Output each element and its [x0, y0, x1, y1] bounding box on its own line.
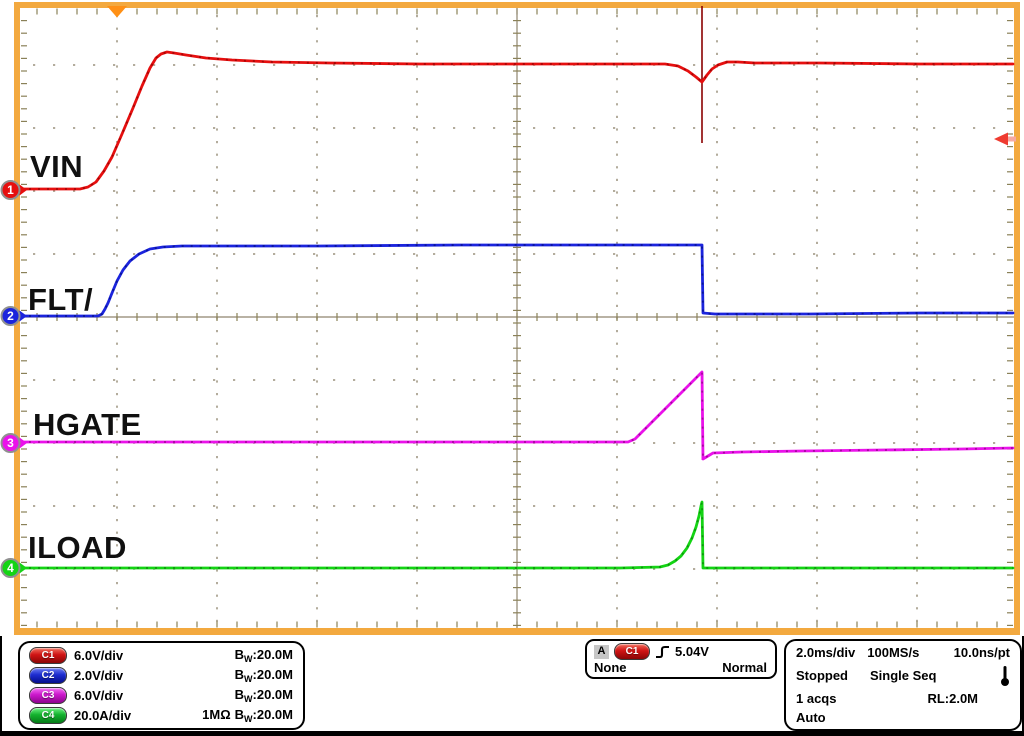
channel-label-c4: ILOAD: [28, 530, 127, 565]
channel-bandwidth-c1: BW:20.0M: [234, 646, 293, 664]
channel-bandwidth-c4: 1MΩ BW:20.0M: [202, 706, 293, 724]
trigger-position-marker[interactable]: [107, 6, 127, 18]
channel-settings-panel[interactable]: C1 6.0V/div BW:20.0M C2 2.0V/div BW:20.0…: [18, 641, 305, 730]
channel-bandwidth-c3: BW:20.0M: [234, 686, 293, 704]
channel-row-c4[interactable]: C4 20.0A/div 1MΩ BW:20.0M: [29, 707, 293, 724]
channel-badge-c3[interactable]: C3: [29, 687, 67, 704]
trigger-level-arrow-tail: [1008, 136, 1016, 142]
trigger-type: Normal: [722, 660, 767, 675]
channel-marker-arrow-c3: [19, 437, 27, 449]
trigger-panel[interactable]: A C1 5.04V None Normal: [585, 639, 777, 679]
channel-row-c2[interactable]: C2 2.0V/div BW:20.0M: [29, 667, 293, 684]
trigger-group-badge: A: [594, 644, 609, 659]
channel-marker-c4[interactable]: [0, 558, 21, 578]
trigger-level-value: 5.04V: [675, 644, 709, 659]
thermometer-icon: [1001, 665, 1009, 686]
graticule-frame: [14, 628, 1020, 635]
acquisition-mode: Single Seq: [870, 668, 937, 684]
channel-marker-c2[interactable]: [0, 306, 21, 326]
trigger-mode-row: None Normal: [594, 660, 767, 675]
trigger-settings-row: A C1 5.04V: [594, 643, 767, 660]
channel-badge-c1[interactable]: C1: [29, 647, 67, 664]
acquisition-state-row: Stopped Single Seq: [796, 665, 1010, 687]
channel-scale-c1: 6.0V/div: [74, 648, 124, 663]
channel-impedance-c4: 1MΩ: [202, 706, 231, 722]
graticule-frame: [14, 2, 1020, 8]
channel-marker-number: 3: [7, 436, 14, 450]
waveform-display: VIN FLT/HGATE ILOAD 1 2 3 4: [0, 2, 1020, 635]
trigger-source-badge[interactable]: C1: [614, 643, 650, 660]
channel-marker-arrow-c4: [19, 562, 27, 574]
trace-vin: [18, 50, 1015, 191]
channel-marker-number: 4: [7, 561, 14, 575]
acquisition-count-row: 1 acqs RL:2.0M: [796, 692, 1010, 705]
channel-scale-c4: 20.0A/div: [74, 708, 132, 723]
acquisition-state: Stopped: [796, 668, 848, 684]
channel-row-c1[interactable]: C1 6.0V/div BW:20.0M: [29, 647, 293, 664]
sample-resolution: 10.0ns/pt: [953, 645, 1010, 660]
acquisition-count: 1 acqs: [796, 691, 837, 707]
channel-marker-c1[interactable]: [0, 180, 21, 200]
channel-label-c3: HGATE: [33, 407, 142, 442]
trace-noise: [20, 369, 1014, 461]
channel-marker-number: 1: [7, 183, 14, 197]
trigger-mode: None: [594, 660, 627, 675]
timebase-scale: 2.0ms/div: [796, 645, 856, 660]
readout-bar: C1 6.0V/div BW:20.0M C2 2.0V/div BW:20.0…: [0, 636, 1024, 736]
rising-edge-icon: [656, 645, 669, 659]
channel-marker-arrow-c1: [19, 184, 27, 196]
channel-label-c1: VIN: [30, 149, 83, 184]
record-length: RL:2.0M: [927, 691, 978, 707]
channel-label-c2: FLT/: [28, 282, 93, 317]
horizontal-panel[interactable]: 2.0ms/div 100MS/s 10.0ns/pt Stopped Sing…: [784, 639, 1022, 731]
channel-badge-c4[interactable]: C4: [29, 707, 67, 724]
channel-bandwidth-c2: BW:20.0M: [234, 666, 293, 684]
channel-scale-c3: 6.0V/div: [74, 688, 124, 703]
sample-rate: 100MS/s: [867, 645, 920, 660]
graticule-frame: [1014, 2, 1020, 635]
trigger-level-arrow[interactable]: [994, 132, 1008, 146]
channel-marker-number: 2: [7, 309, 14, 323]
horizontal-scale-row: 2.0ms/div 100MS/s 10.0ns/pt: [796, 646, 1010, 659]
channel-scale-c2: 2.0V/div: [74, 668, 124, 683]
channel-badge-c2[interactable]: C2: [29, 667, 67, 684]
channel-marker-c3[interactable]: [0, 433, 21, 453]
channel-row-c3[interactable]: C3 6.0V/div BW:20.0M: [29, 687, 293, 704]
trace-noise: [20, 501, 1013, 569]
horizontal-trigger-mode: Auto: [796, 709, 826, 725]
trigger-mode-row-bottom: Auto: [796, 711, 1010, 724]
channel-marker-arrow-c2: [19, 310, 27, 322]
trace-flt: [18, 243, 1015, 318]
